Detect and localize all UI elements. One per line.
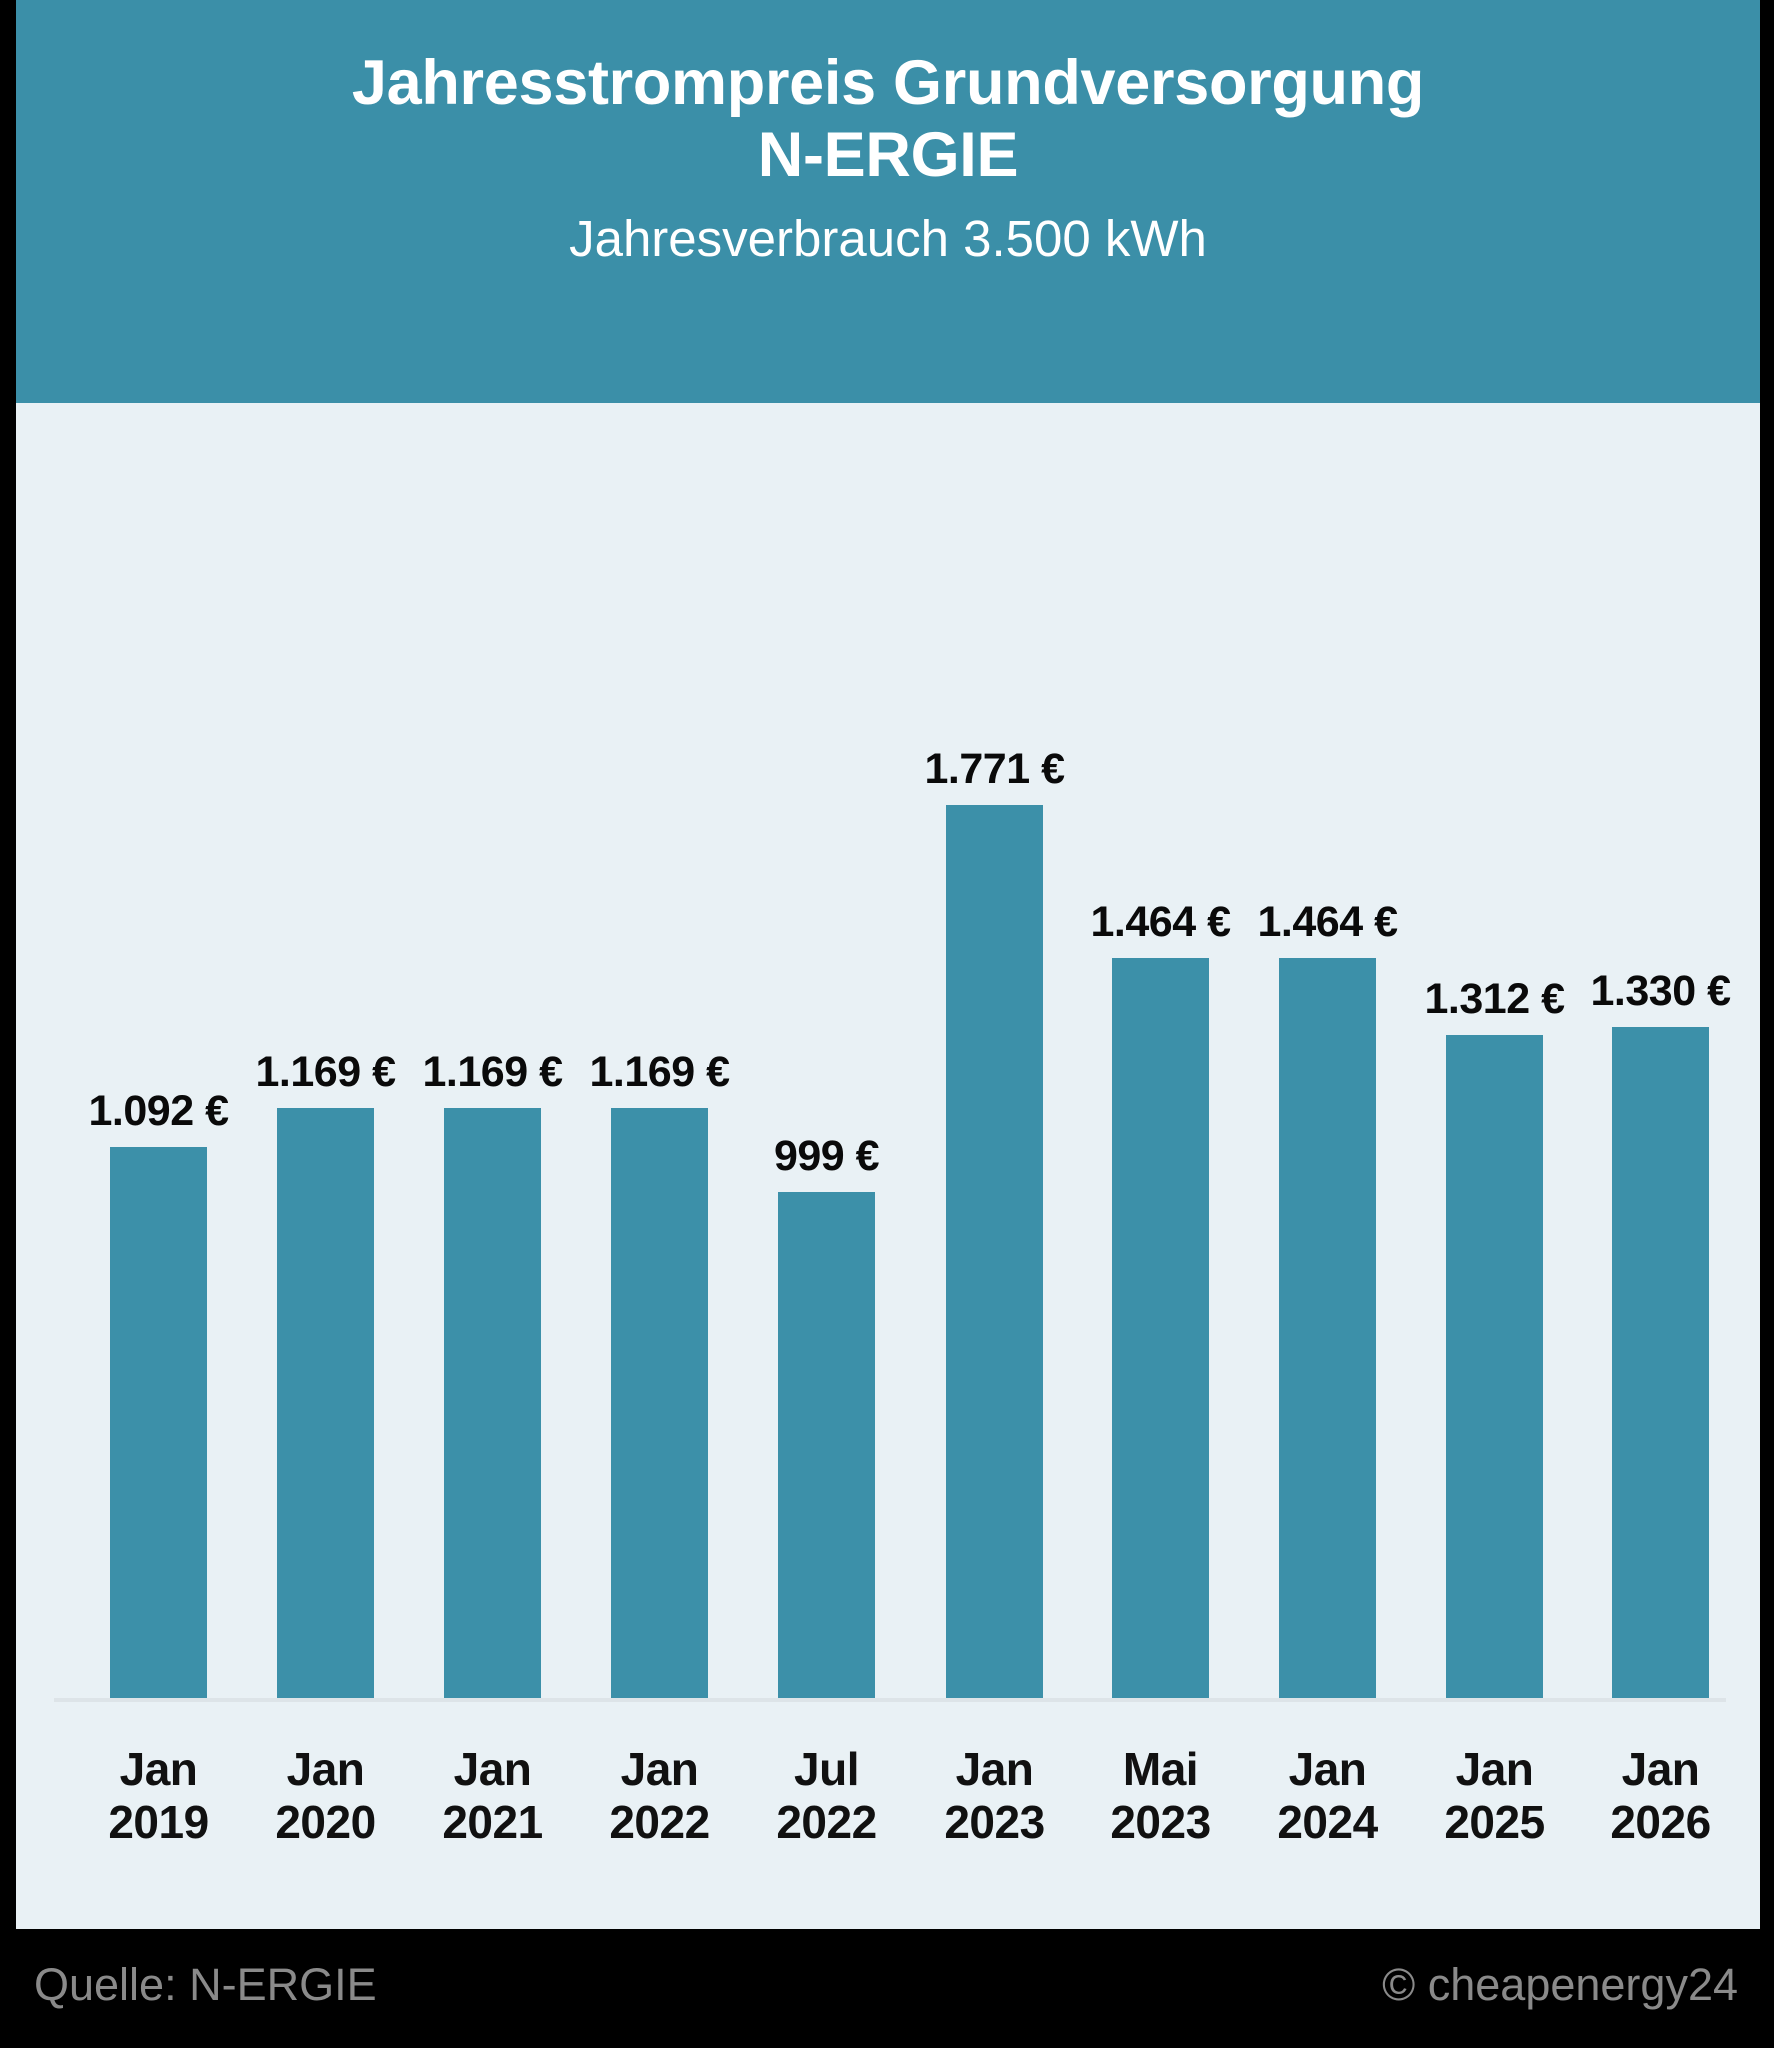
x-axis-tick: Jan 2023 [915,1743,1075,1850]
tick-year: 2020 [275,1796,376,1849]
bar-group[interactable]: 1.312 € [1425,978,1565,1698]
bar-group[interactable]: 1.169 € [423,1051,563,1698]
tick-month: Jan [453,1743,532,1795]
bar-rect[interactable] [1612,1027,1709,1698]
bar-value-label: 1.464 € [1090,898,1231,946]
chart-footer: Quelle: N-ERGIE © cheapenergy24 [0,1929,1774,2048]
bar-value-label: 1.464 € [1257,898,1398,946]
bar-rect[interactable] [946,805,1043,1698]
page-title-line-2: N-ERGIE [757,119,1019,190]
tick-month: Jan [1288,1743,1367,1795]
bar-value-label: 1.169 € [589,1048,730,1096]
copyright-note: © cheapenergy24 [1382,1959,1738,2010]
tick-month: Jan [119,1743,198,1795]
chart-plot-inner: 1.092 € 1.169 € 1.169 € 1.169 € 999 € 1.771 €… [16,403,1760,1929]
bar-group[interactable]: 1.169 € [590,1051,730,1698]
bar-rect[interactable] [277,1108,374,1698]
bar-group[interactable]: 1.169 € [256,1051,396,1698]
tick-month: Jan [1455,1743,1534,1795]
tick-month: Jan [1621,1743,1700,1795]
bar-group[interactable]: 1.464 € [1091,901,1231,1698]
bar-rect[interactable] [1279,958,1376,1698]
bar-value-label: 1.169 € [255,1048,396,1096]
tick-month: Mai [1122,1743,1199,1795]
tick-year: 2022 [776,1796,877,1849]
x-axis-tick: Jul 2022 [747,1743,907,1850]
tick-year: 2025 [1444,1796,1545,1849]
tick-year: 2023 [1110,1796,1211,1849]
tick-year: 2021 [442,1796,543,1849]
source-note: Quelle: N-ERGIE [34,1959,377,2010]
bar-value-label: 1.771 € [924,745,1065,793]
bar-group[interactable]: 1.092 € [89,1090,229,1698]
tick-month: Jan [286,1743,365,1795]
bar-value-label: 1.330 € [1590,967,1731,1015]
x-axis-tick: Jan 2022 [580,1743,740,1850]
x-axis-tick: Jan 2019 [79,1743,239,1850]
tick-year: 2022 [609,1796,710,1849]
tick-year: 2024 [1277,1796,1378,1849]
chart-plot-area: 1.092 € 1.169 € 1.169 € 1.169 € 999 € 1.771 €… [16,403,1760,1929]
tick-month: Jan [620,1743,699,1795]
x-axis-tick: Jan 2021 [413,1743,573,1850]
page-subtitle: Jahresverbrauch 3.500 kWh [569,209,1207,267]
bar-rect[interactable] [1446,1035,1543,1698]
page-title-line-1: Jahresstrompreis Grundversorgung [351,48,1425,118]
bar-value-label: 1.092 € [88,1087,229,1135]
tick-month: Jan [955,1743,1034,1795]
tick-year: 2026 [1610,1796,1711,1849]
x-axis-line [54,1698,1726,1702]
x-axis-tick: Jan 2024 [1248,1743,1408,1850]
tick-month: Jul [794,1743,859,1795]
x-axis-tick: Jan 2026 [1581,1743,1741,1850]
bar-rect[interactable] [444,1108,541,1698]
bar-rect[interactable] [778,1192,875,1698]
bar-rect[interactable] [110,1147,207,1698]
chart-header: Jahresstrompreis Grundversorgung N-ERGIE… [16,0,1760,403]
bar-group[interactable]: 1.771 € [925,748,1065,1698]
bar-group[interactable]: 1.464 € [1258,901,1398,1698]
x-axis-tick: Jan 2025 [1415,1743,1575,1850]
bar-value-label: 999 € [773,1132,880,1180]
bar-value-label: 1.169 € [422,1048,563,1096]
bar-rect[interactable] [1112,958,1209,1698]
bar-group[interactable]: 1.330 € [1591,970,1731,1698]
tick-year: 2019 [108,1796,209,1849]
tick-year: 2023 [944,1796,1045,1849]
bar-value-label: 1.312 € [1424,975,1565,1023]
x-axis-tick: Mai 2023 [1081,1743,1241,1850]
x-axis-tick: Jan 2020 [246,1743,406,1850]
bar-rect[interactable] [611,1108,708,1698]
bar-group[interactable]: 999 € [774,1135,880,1698]
